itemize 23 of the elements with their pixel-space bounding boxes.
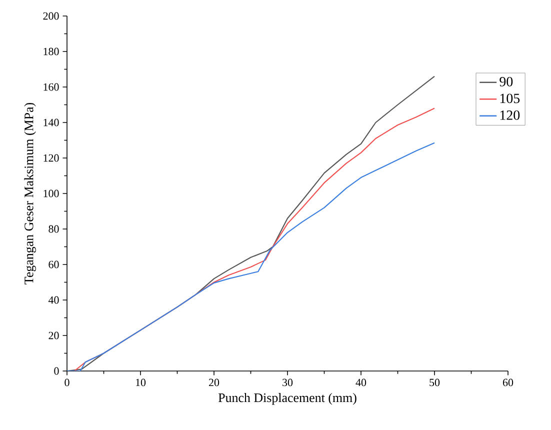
- y-tick-label: 100: [44, 190, 59, 198]
- y-tick-label: 40: [48, 296, 59, 304]
- x-tick-label: 60: [502, 378, 514, 386]
- legend-label: 120: [500, 110, 520, 120]
- x-axis-title: Punch Displacement (mm): [218, 393, 356, 405]
- y-tick-label: 80: [48, 225, 59, 233]
- x-tick-label: 50: [430, 378, 440, 386]
- x-tick-label: 40: [356, 378, 366, 386]
- x-tick-label: 0: [64, 378, 70, 386]
- y-tick-label: 20: [48, 332, 59, 340]
- y-tick-label: 160: [44, 83, 59, 91]
- legend-label: 90: [500, 76, 513, 86]
- y-axis-title: Tegangan Geser Maksimum (MPa): [24, 102, 36, 284]
- x-tick-label: 20: [209, 378, 220, 386]
- y-tick-label: 200: [43, 12, 59, 20]
- x-tick-label: 30: [282, 378, 293, 386]
- y-tick-label: 120: [44, 154, 59, 162]
- legend-label: 105: [500, 94, 520, 104]
- x-tick-label: 10: [136, 378, 146, 386]
- y-tick-label: 60: [48, 260, 59, 268]
- y-tick-label: 0: [54, 367, 59, 375]
- y-tick-label: 140: [44, 118, 59, 126]
- y-tick-label: 180: [44, 48, 59, 56]
